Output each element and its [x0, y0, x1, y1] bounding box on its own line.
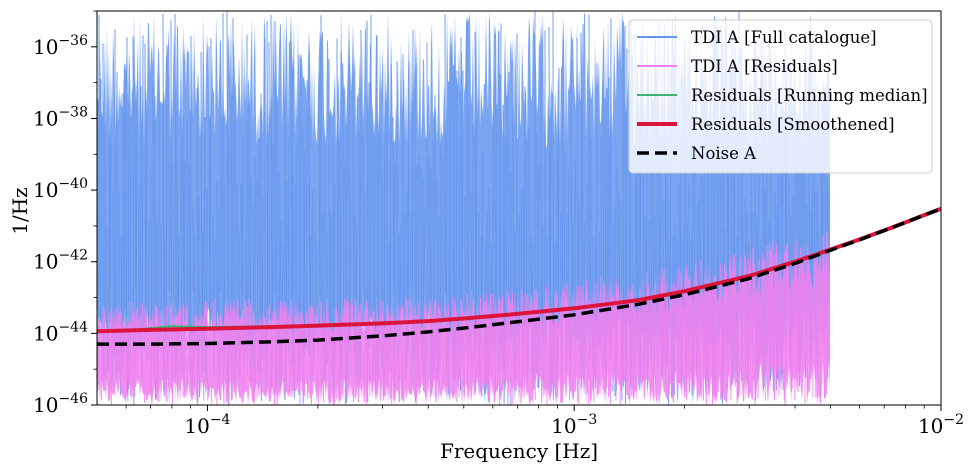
- y-axis-title: 1/Hz: [8, 187, 32, 234]
- x-tick-label: 10−4: [184, 412, 230, 438]
- legend-label-noise-a: Noise A: [691, 144, 757, 163]
- y-tick-label: 10−46: [33, 391, 88, 417]
- legend-label-residuals-running-median: Residuals [Running median]: [691, 86, 928, 105]
- y-tick-label: 10−44: [33, 319, 88, 345]
- legend-label-residuals-smoothened: Residuals [Smoothened]: [691, 115, 895, 134]
- series-noise-a-line: [97, 207, 941, 346]
- series-tdi-a-residuals-spikes: [97, 230, 830, 405]
- ticks-layer: 10−4 10−3 10−2 10−46 10−44 10−42 10−40 10−38 10−…: [33, 10, 964, 438]
- x-tick-label: 10−2: [918, 412, 964, 438]
- legend: TDI A [Full catalogue] TDI A [Residuals] R…: [628, 19, 933, 174]
- y-tick-label: 10−38: [33, 104, 88, 130]
- x-axis-title: Frequency [Hz]: [440, 439, 598, 463]
- x-tick-label: 10−3: [551, 412, 597, 438]
- y-tick-label: 10−40: [33, 176, 88, 202]
- y-tick-label: 10−42: [33, 248, 88, 274]
- plot-frame: [96, 10, 942, 406]
- y-tick-label: 10−36: [33, 33, 88, 59]
- legend-label-tdi-a-full-catalogue: TDI A [Full catalogue]: [691, 28, 877, 47]
- legend-label-tdi-a-residuals: TDI A [Residuals]: [691, 57, 838, 76]
- legend-box: [628, 19, 933, 174]
